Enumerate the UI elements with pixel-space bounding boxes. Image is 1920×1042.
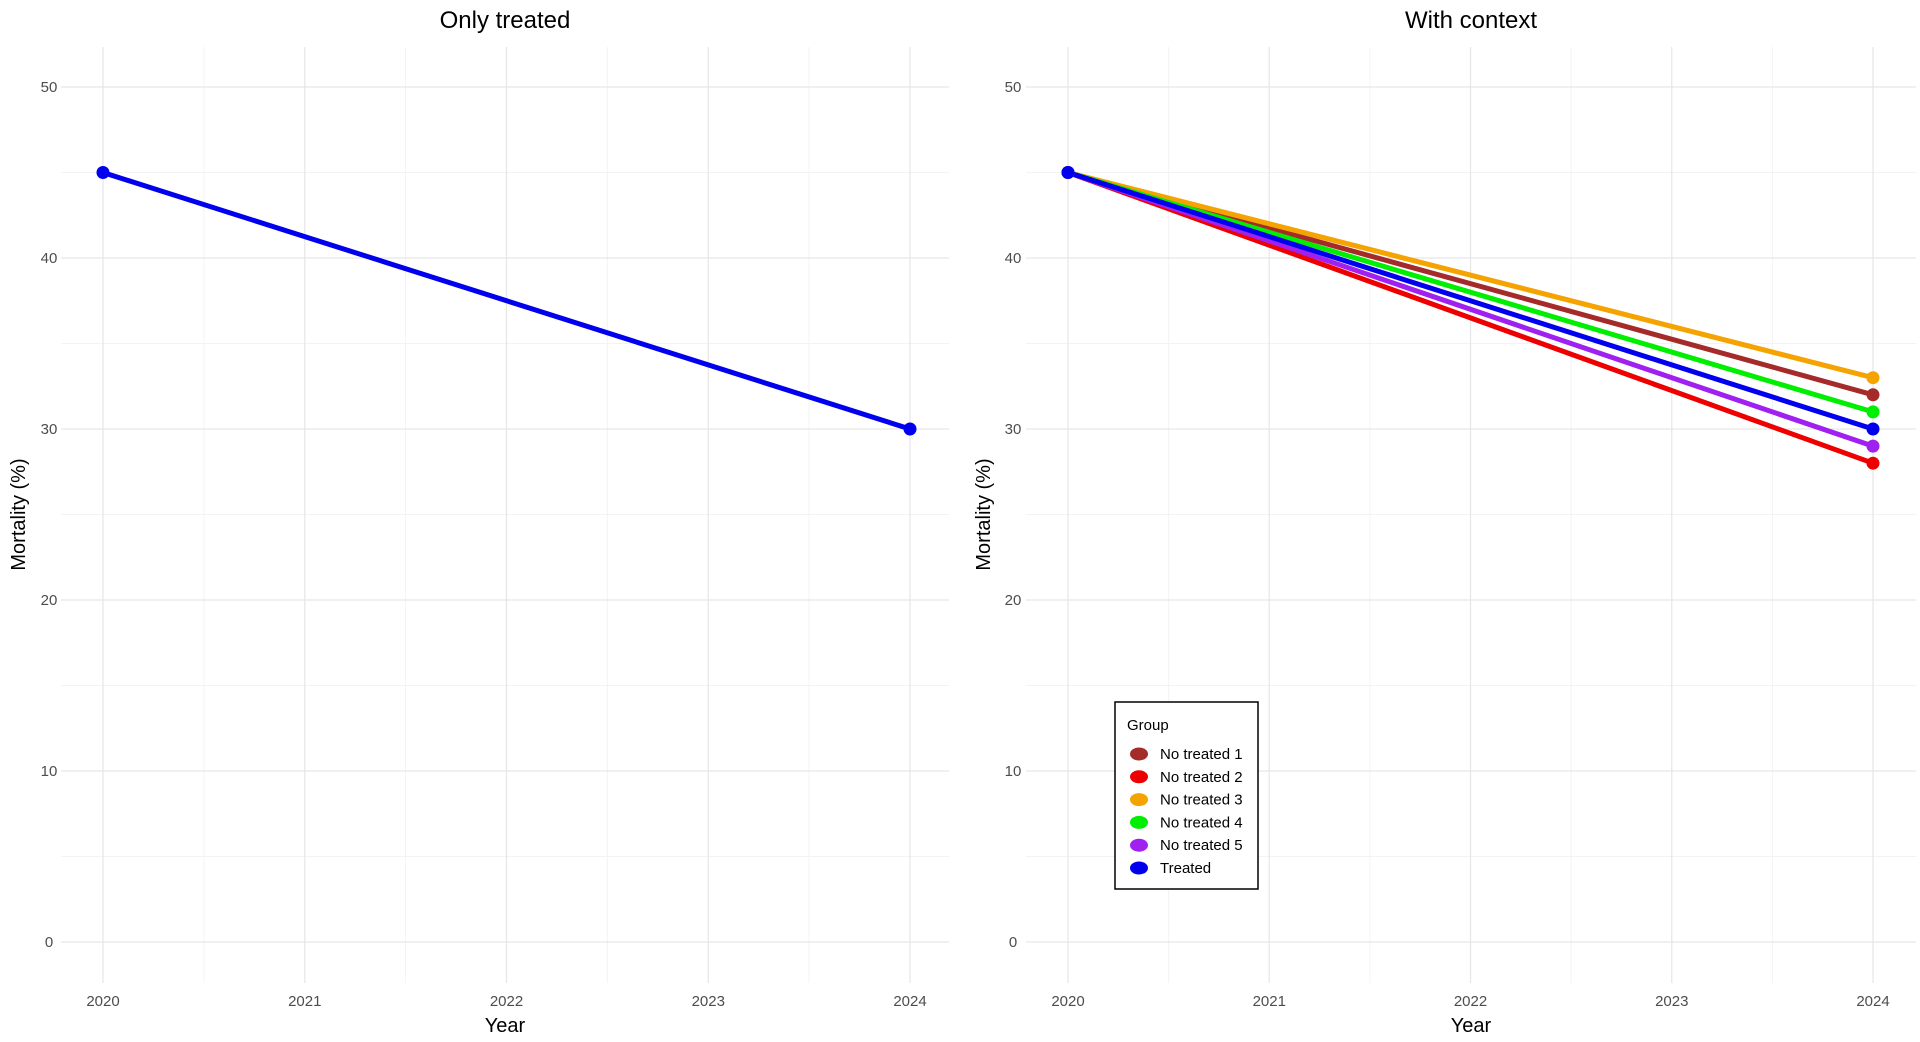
- series-treated: [102, 170, 911, 432]
- legend-swatch: [1130, 793, 1148, 807]
- x-tick-label: 2021: [1253, 993, 1286, 1010]
- panel-1: 2020 2021 2022 2023 2024 0 10 20 30 40 50 Only trea…: [8, 7, 949, 1037]
- chart-title: With context: [1405, 7, 1537, 34]
- y-axis-label: Mortality (%): [973, 458, 995, 570]
- x-tick-label: 2020: [1051, 993, 1084, 1010]
- x-tick-label: 2023: [1655, 993, 1688, 1010]
- data-point: [1061, 166, 1075, 179]
- legend-swatch: [1130, 815, 1148, 829]
- legend-swatch: [1130, 747, 1148, 761]
- y-tick-label: 0: [45, 934, 53, 951]
- x-tick-label: 2023: [692, 993, 725, 1010]
- data-point: [1866, 371, 1880, 385]
- legend-item: No treated 2: [1130, 769, 1243, 786]
- data-point: [903, 422, 917, 436]
- data-point: [1866, 439, 1880, 453]
- y-tick-label: 50: [1005, 79, 1022, 96]
- legend-swatch: [1130, 838, 1148, 852]
- legend-item: No treated 1: [1130, 746, 1243, 763]
- y-tick-label: 30: [41, 421, 58, 438]
- x-tick-label: 2024: [893, 993, 926, 1010]
- x-tick-label: 2020: [86, 993, 119, 1010]
- series-no-treated-5: [1067, 170, 1874, 449]
- series-line: [1067, 170, 1874, 449]
- series-line: [102, 170, 911, 432]
- y-tick-label: 10: [41, 763, 58, 780]
- series-line: [1067, 170, 1874, 381]
- legend-swatch: [1130, 770, 1148, 784]
- y-tick-label: 50: [41, 79, 58, 96]
- series-line: [1067, 170, 1874, 432]
- data-point: [1866, 422, 1880, 436]
- series-no-treated-1: [1067, 170, 1874, 398]
- y-tick-label: 20: [41, 592, 58, 609]
- legend-swatch: [1130, 861, 1148, 875]
- series-no-treated-4: [1067, 170, 1874, 415]
- x-tick-label: 2024: [1856, 993, 1889, 1010]
- y-tick-label: 30: [1005, 421, 1022, 438]
- series-line: [1067, 170, 1874, 466]
- y-tick-label: 10: [1005, 763, 1022, 780]
- series-line: [1067, 170, 1874, 398]
- data-point: [1866, 405, 1880, 419]
- data-point: [96, 166, 110, 179]
- legend-label: No treated 4: [1160, 814, 1243, 831]
- x-tick-label: 2022: [1454, 993, 1487, 1010]
- series-treated: [1067, 170, 1874, 432]
- legend-label: No treated 2: [1160, 769, 1243, 786]
- legend-label: No treated 3: [1160, 792, 1243, 809]
- legend-label: No treated 5: [1160, 837, 1243, 854]
- y-axis-label: Mortality (%): [8, 458, 30, 570]
- panel-2: 2020 2021 2022 2023 2024 0 10 20 30 40 50 With cont…: [973, 7, 1916, 1037]
- y-tick-label: 40: [1005, 250, 1022, 267]
- legend-item: No treated 5: [1130, 837, 1243, 854]
- legend: Group No treated 1 No treated 2 No treated …: [1114, 701, 1259, 890]
- y-tick-label: 20: [1005, 592, 1022, 609]
- legend-title: Group: [1127, 717, 1169, 734]
- data-point: [1866, 388, 1880, 402]
- legend-item: No treated 4: [1130, 814, 1243, 831]
- chart-title: Only treated: [440, 7, 571, 34]
- legend-item: No treated 3: [1130, 792, 1243, 809]
- legend-label: No treated 1: [1160, 746, 1243, 763]
- series-line: [1067, 170, 1874, 415]
- legend-label: Treated: [1160, 860, 1211, 877]
- x-tick-label: 2021: [288, 993, 321, 1010]
- series-no-treated-2: [1067, 170, 1874, 466]
- series-no-treated-3: [1067, 170, 1874, 381]
- x-tick-label: 2022: [490, 993, 523, 1010]
- x-axis-label: Year: [1451, 1015, 1492, 1037]
- y-tick-label: 0: [1009, 934, 1017, 951]
- data-point: [1866, 456, 1880, 470]
- y-tick-label: 40: [41, 250, 58, 267]
- x-axis-label: Year: [485, 1015, 526, 1037]
- legend-item: Treated: [1130, 860, 1211, 877]
